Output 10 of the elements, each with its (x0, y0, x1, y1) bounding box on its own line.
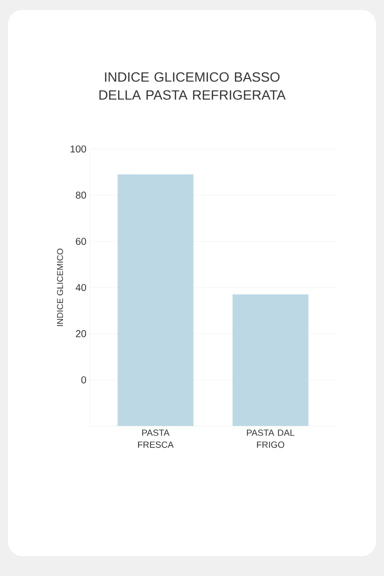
y-axis-title: INDICE GLICEMICO (57, 248, 64, 326)
y-tick-label: 100 (70, 145, 86, 153)
x-tick-label: PASTA DAL FRIGO (246, 430, 294, 448)
y-tick-label: 20 (76, 330, 86, 338)
y-tick-label: 80 (76, 192, 86, 199)
y-tick-label: 0 (81, 376, 86, 384)
x-tick-label: PASTA FRESCA (138, 430, 174, 448)
y-tick-label: 40 (76, 284, 86, 292)
y-tick-label: 60 (76, 238, 86, 245)
chart-title: INDICE GLICEMICO BASSO DELLA PASTA REFRIGERATA (99, 72, 286, 100)
